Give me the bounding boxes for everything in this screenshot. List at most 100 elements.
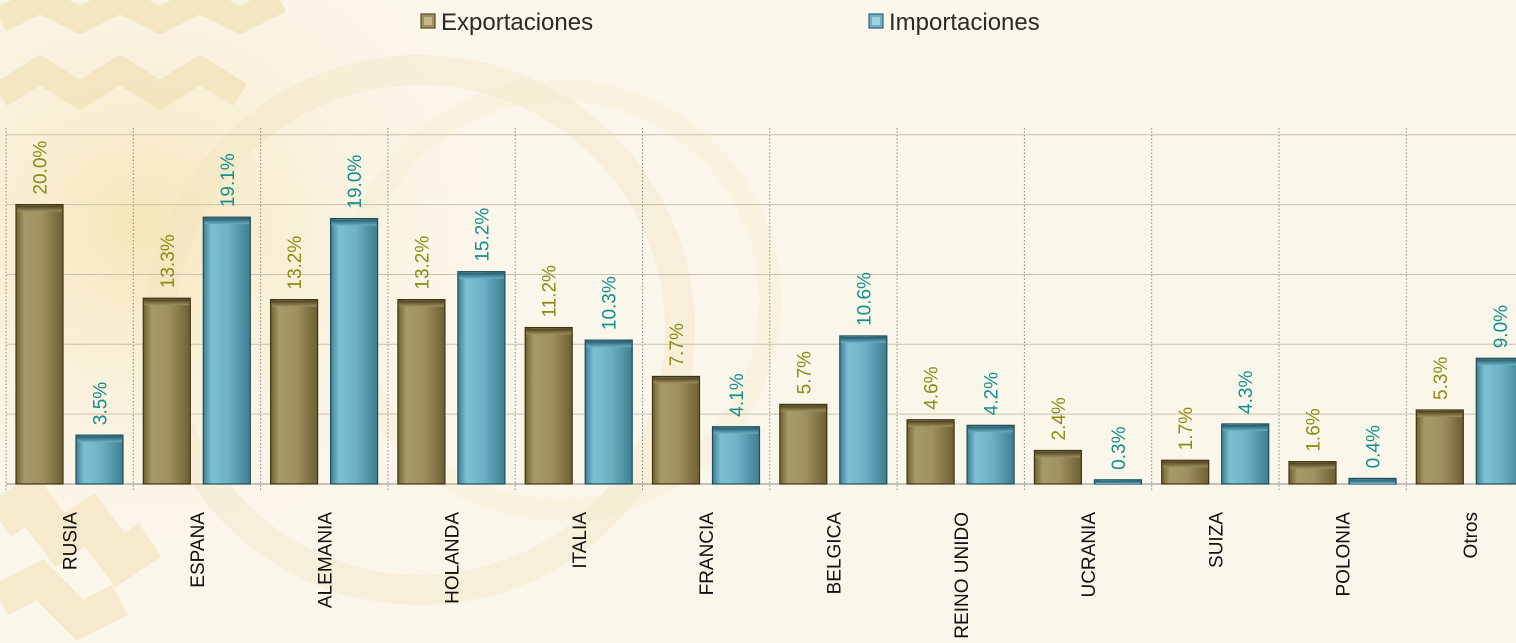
bar-top-bevel bbox=[331, 219, 377, 226]
bar-importaciones-suiza bbox=[1221, 423, 1270, 485]
bar-top-bevel bbox=[586, 341, 632, 348]
category-label: REINO UNIDO bbox=[952, 512, 973, 639]
bar-exportaciones-reino-unido bbox=[906, 419, 955, 485]
bar-top-bevel bbox=[1350, 479, 1395, 484]
bar-body bbox=[202, 216, 251, 485]
category-label: BELGICA bbox=[824, 512, 845, 595]
data-label-exportaciones: 1.7% bbox=[1176, 407, 1197, 450]
data-label-importaciones: 19.1% bbox=[218, 153, 239, 207]
bar-importaciones-belgica bbox=[839, 335, 888, 485]
data-label-importaciones: 9.0% bbox=[1491, 305, 1512, 348]
data-labels: 20.0% 3.5% 13.3% 19.1% 13.2% 19.0% 13.2% 15.2% 1… bbox=[31, 141, 1512, 470]
bar-top-bevel bbox=[1477, 359, 1516, 366]
bar-top-bevel bbox=[144, 299, 190, 306]
data-label-exportaciones: 11.2% bbox=[540, 265, 561, 318]
bar-body bbox=[966, 424, 1015, 485]
bar-top-bevel bbox=[204, 218, 250, 225]
bar-body bbox=[75, 434, 124, 485]
bar-top-bevel bbox=[1035, 451, 1081, 458]
bar-importaciones-holanda bbox=[457, 271, 506, 485]
category-label: HOLANDA bbox=[443, 512, 464, 604]
data-label-importaciones: 10.6% bbox=[854, 272, 875, 326]
data-label-exportaciones: 13.3% bbox=[158, 234, 179, 288]
legend-label-importaciones: Importaciones bbox=[889, 9, 1040, 36]
bar-body bbox=[651, 375, 701, 485]
bar-importaciones-reino-unido bbox=[966, 424, 1015, 485]
bar-body bbox=[330, 217, 379, 485]
data-label-importaciones: 10.3% bbox=[600, 276, 621, 330]
bar-top-bevel bbox=[398, 300, 444, 307]
bar-importaciones-espana bbox=[202, 216, 251, 485]
data-label-exportaciones: 13.2% bbox=[412, 236, 433, 290]
bar-exportaciones-rusia bbox=[15, 204, 64, 485]
legend-item-exportaciones: Exportaciones bbox=[420, 9, 593, 36]
bar-body bbox=[1415, 409, 1464, 485]
bar-exportaciones-italia bbox=[524, 326, 573, 485]
bar-importaciones-francia bbox=[711, 426, 761, 485]
data-label-importaciones: 15.2% bbox=[472, 208, 493, 262]
category-label: ALEMANIA bbox=[315, 512, 336, 608]
bar-top-bevel bbox=[526, 328, 572, 335]
bar-body bbox=[15, 204, 64, 485]
category-labels: RUSIA ESPANA ALEMANIA HOLANDA ITALIA FRANCIA B… bbox=[61, 512, 1482, 639]
bar-importaciones-otros bbox=[1475, 357, 1516, 485]
bar-top-bevel bbox=[713, 427, 759, 434]
data-label-importaciones: 4.1% bbox=[727, 373, 748, 416]
data-label-importaciones: 19.0% bbox=[345, 155, 366, 209]
category-label: RUSIA bbox=[61, 512, 82, 570]
bar-body bbox=[839, 335, 888, 485]
bar-body bbox=[142, 297, 191, 485]
category-label: UCRANIA bbox=[1079, 512, 1100, 598]
category-label: Otros bbox=[1461, 512, 1482, 558]
bar-importaciones-rusia bbox=[75, 434, 124, 485]
bar-exportaciones-espana bbox=[142, 297, 191, 485]
bar-body bbox=[1221, 423, 1270, 485]
bars bbox=[15, 204, 1516, 485]
bar-importaciones-ucrania bbox=[1093, 479, 1143, 485]
data-label-importaciones: 4.2% bbox=[982, 372, 1003, 415]
data-label-exportaciones: 5.7% bbox=[794, 351, 815, 394]
legend-label-exportaciones: Exportaciones bbox=[441, 9, 593, 36]
category-label: FRANCIA bbox=[697, 512, 718, 596]
bar-top-bevel bbox=[840, 336, 886, 343]
bar-top-bevel bbox=[458, 272, 504, 279]
data-label-exportaciones: 2.4% bbox=[1049, 397, 1070, 440]
category-label: ESPANA bbox=[188, 512, 209, 588]
bar-body bbox=[584, 339, 633, 485]
bar-exportaciones-otros bbox=[1415, 409, 1464, 485]
category-label: POLONIA bbox=[1334, 512, 1355, 597]
bar-exportaciones-alemania bbox=[270, 298, 319, 485]
legend-item-importaciones: Importaciones bbox=[868, 9, 1040, 36]
bar-top-bevel bbox=[653, 377, 699, 384]
data-label-importaciones: 0.3% bbox=[1109, 426, 1130, 469]
bar-importaciones-alemania bbox=[330, 217, 379, 485]
bar-top-bevel bbox=[1417, 410, 1463, 417]
bar-top-bevel bbox=[1290, 462, 1335, 469]
data-label-exportaciones: 1.6% bbox=[1304, 408, 1325, 451]
data-label-exportaciones: 4.6% bbox=[922, 366, 943, 409]
bar-exportaciones-belgica bbox=[779, 403, 828, 485]
bar-top-bevel bbox=[271, 300, 317, 307]
chart-legend: Exportaciones Importaciones bbox=[420, 9, 1040, 36]
category-label: SUIZA bbox=[1206, 512, 1227, 568]
bar-exportaciones-suiza bbox=[1161, 459, 1210, 485]
bar-exportaciones-polonia bbox=[1288, 461, 1337, 485]
legend-swatch-highlight bbox=[872, 17, 880, 25]
bar-exportaciones-ucrania bbox=[1033, 449, 1083, 485]
bar-importaciones-polonia bbox=[1348, 477, 1397, 485]
data-label-importaciones: 0.4% bbox=[1364, 425, 1385, 468]
bar-top-bevel bbox=[908, 420, 954, 427]
bar-top-bevel bbox=[1162, 461, 1208, 468]
bar-top-bevel bbox=[1095, 480, 1141, 484]
bar-body bbox=[1475, 357, 1516, 485]
bar-body bbox=[779, 403, 828, 485]
bar-top-bevel bbox=[968, 426, 1014, 433]
bar-top-bevel bbox=[17, 205, 62, 212]
category-label: ITALIA bbox=[570, 512, 591, 569]
data-label-exportaciones: 13.2% bbox=[285, 236, 306, 290]
data-label-exportaciones: 20.0% bbox=[31, 141, 52, 195]
bar-body bbox=[397, 298, 446, 485]
data-label-exportaciones: 7.7% bbox=[667, 323, 688, 366]
